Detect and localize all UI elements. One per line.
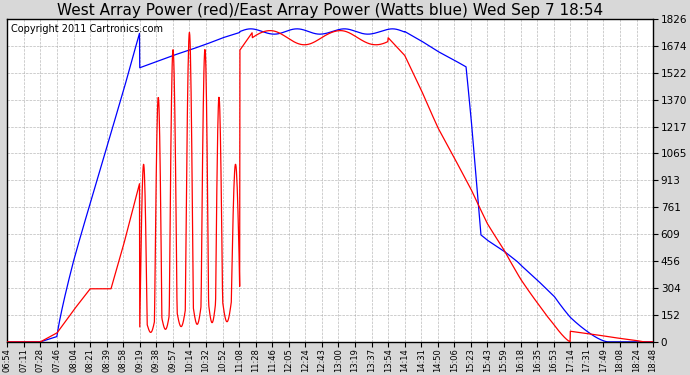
Title: West Array Power (red)/East Array Power (Watts blue) Wed Sep 7 18:54: West Array Power (red)/East Array Power … <box>57 3 603 18</box>
Text: Copyright 2011 Cartronics.com: Copyright 2011 Cartronics.com <box>10 24 163 34</box>
